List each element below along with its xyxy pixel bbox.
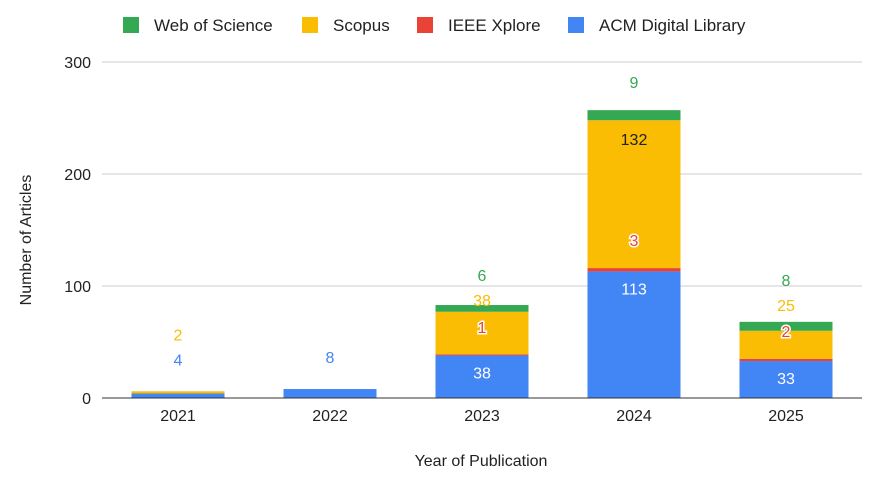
legend-swatch bbox=[123, 17, 139, 33]
bar-2023-scopus bbox=[435, 311, 529, 355]
data-label: 4 bbox=[174, 352, 183, 369]
y-tick-label: 100 bbox=[64, 279, 91, 296]
bar-2023-acm-digital-library bbox=[435, 355, 529, 398]
x-tick-label: 2021 bbox=[160, 408, 196, 425]
bar-2025-scopus bbox=[739, 330, 833, 359]
data-label: 33 bbox=[777, 371, 795, 388]
x-tick-label: 2022 bbox=[312, 408, 348, 425]
y-axis-title: Number of Articles bbox=[18, 175, 35, 306]
data-label: 113 bbox=[621, 281, 647, 298]
data-label: 8 bbox=[782, 273, 791, 290]
legend-label: ACM Digital Library bbox=[599, 16, 746, 35]
x-tick-label: 2023 bbox=[464, 408, 500, 425]
bar-2021-acm-digital-library bbox=[131, 393, 225, 398]
bar-2025-acm-digital-library bbox=[739, 361, 833, 398]
legend-swatch bbox=[302, 17, 318, 33]
legend-label: Scopus bbox=[333, 16, 390, 35]
y-tick-label: 0 bbox=[82, 391, 91, 408]
bar-2025-ieee-xplore bbox=[739, 358, 833, 362]
x-tick-label: 2024 bbox=[616, 408, 652, 425]
bar-2021-scopus bbox=[131, 391, 225, 394]
y-axis-ticks: 0 100 200 300 bbox=[64, 55, 91, 408]
bar-2022-acm-digital-library bbox=[283, 389, 377, 398]
bar-2024-acm-digital-library bbox=[587, 271, 681, 398]
data-label: 38 bbox=[473, 365, 491, 382]
data-labels: 4 2 8 38 1 38 6 113 3 132 9 33 2 25 8 bbox=[174, 75, 795, 388]
bar-2023-web-of-science bbox=[435, 305, 529, 312]
gridlines bbox=[102, 61, 862, 287]
data-label: 9 bbox=[630, 75, 639, 92]
bar-2024-ieee-xplore bbox=[587, 268, 681, 272]
legend-label: IEEE Xplore bbox=[448, 16, 541, 35]
bars bbox=[131, 110, 833, 398]
data-label: 38 bbox=[473, 293, 491, 310]
bar-2024-web-of-science bbox=[587, 110, 681, 121]
y-tick-label: 300 bbox=[64, 55, 91, 72]
x-axis-title: Year of Publication bbox=[415, 453, 548, 470]
x-tick-label: 2025 bbox=[768, 408, 804, 425]
bar-2024-scopus bbox=[587, 120, 681, 269]
data-label: 132 bbox=[621, 132, 648, 149]
data-label: 3 bbox=[630, 233, 639, 250]
legend-label: Web of Science bbox=[154, 16, 273, 35]
data-label: 1 bbox=[478, 320, 487, 337]
legend: Web of Science Scopus IEEE Xplore ACM Digit… bbox=[123, 16, 746, 35]
data-label: 6 bbox=[478, 268, 487, 285]
bar-2025-web-of-science bbox=[739, 321, 833, 331]
data-label: 25 bbox=[777, 298, 795, 315]
legend-swatch bbox=[417, 17, 433, 33]
data-label: 2 bbox=[782, 324, 791, 341]
data-label: 8 bbox=[326, 350, 335, 367]
legend-swatch bbox=[568, 17, 584, 33]
bar-2023-ieee-xplore bbox=[435, 354, 529, 356]
data-label: 2 bbox=[174, 327, 183, 344]
x-axis-ticks: 2021 2022 2023 2024 2025 bbox=[160, 408, 804, 425]
y-tick-label: 200 bbox=[64, 167, 91, 184]
